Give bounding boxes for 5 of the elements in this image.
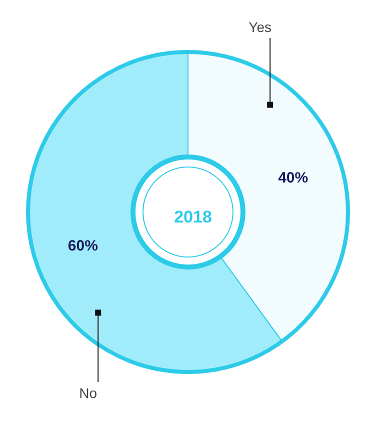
text: 2018 — [174, 208, 212, 226]
slice-label: Yes — [248, 19, 272, 35]
data-label: 60% — [68, 238, 98, 255]
data-label: 40% — [278, 169, 308, 186]
slice-label: No — [79, 385, 98, 401]
